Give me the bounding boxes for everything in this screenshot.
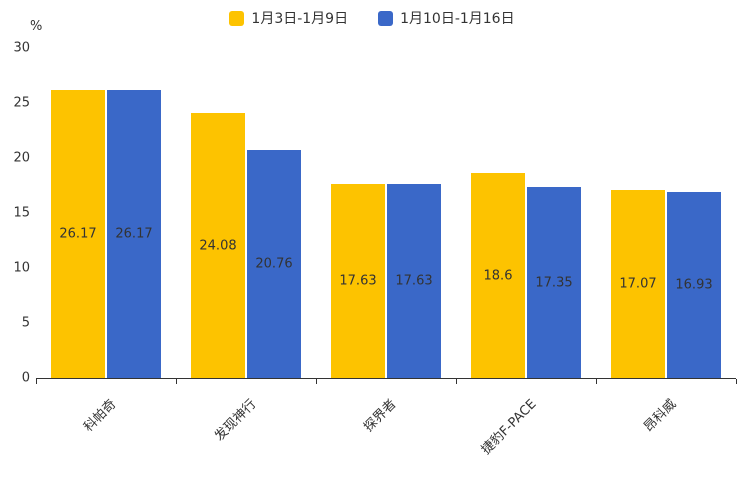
- bar-series0-昂科威: 17.07: [611, 190, 665, 378]
- bar-series1-科帕奇: 26.17: [107, 90, 161, 378]
- x-axis-category-label: 探界者: [361, 396, 400, 436]
- legend-item-week2[interactable]: 1月10日-1月16日: [378, 8, 515, 28]
- y-axis-tick-label: 25: [13, 95, 30, 111]
- bar-value-label: 17.07: [619, 276, 657, 292]
- x-axis-category-label: 捷豹F-PACE: [478, 396, 540, 458]
- bar-series0-探界者: 17.63: [331, 184, 385, 378]
- y-axis-tick-label: 20: [13, 150, 30, 166]
- bar-value-label: 17.63: [395, 273, 433, 289]
- legend: 1月3日-1月9日 1月10日-1月16日: [0, 8, 744, 28]
- bar-value-label: 26.17: [59, 226, 97, 242]
- x-axis-tick: [736, 379, 737, 384]
- x-axis-category-label: 发现神行: [212, 396, 260, 445]
- legend-item-week1[interactable]: 1月3日-1月9日: [229, 8, 348, 28]
- x-axis-line: [36, 378, 737, 384]
- bar-value-label: 16.93: [675, 277, 713, 293]
- y-axis-tick-label: 15: [13, 205, 30, 221]
- x-axis-tick: [316, 379, 317, 384]
- bar-series1-昂科威: 16.93: [667, 191, 721, 378]
- y-axis-tick-label: 10: [13, 260, 30, 276]
- legend-swatch-yellow: [229, 10, 245, 26]
- x-axis-tick: [36, 379, 37, 384]
- bar-series0-捷豹F-PACE: 18.6: [471, 173, 525, 378]
- x-axis-tick: [596, 379, 597, 384]
- x-axis-category-labels: 科帕奇 发现神行 探界者 捷豹F-PACE 昂科威: [36, 386, 736, 486]
- y-axis-unit-label: %: [30, 19, 43, 34]
- y-axis-tick-label: 5: [21, 315, 30, 331]
- y-axis-tick-labels: 0 5 10 15 20 25 30: [0, 41, 30, 386]
- plot-area: 26.17 24.08 17.63 18.6 17.07 26.17 20.76 17.63 1…: [36, 48, 736, 378]
- bar-series1-发现神行: 20.76: [247, 149, 301, 378]
- bar-value-label: 17.35: [535, 275, 573, 291]
- x-axis-tick: [456, 379, 457, 384]
- bar-value-label: 26.17: [115, 226, 153, 242]
- bar-value-label: 18.6: [483, 268, 513, 284]
- bar-value-label: 20.76: [255, 256, 293, 272]
- y-axis-tick-label: 30: [13, 40, 30, 56]
- bar-series0-科帕奇: 26.17: [51, 90, 105, 378]
- bar-series0-发现神行: 24.08: [191, 113, 245, 378]
- legend-label-week2: 1月10日-1月16日: [400, 11, 515, 27]
- bar-series1-探界者: 17.63: [387, 184, 441, 378]
- legend-swatch-blue: [378, 10, 394, 26]
- legend-label-week1: 1月3日-1月9日: [251, 11, 349, 27]
- y-axis-tick-label: 0: [21, 370, 30, 386]
- x-axis-category-label: 科帕奇: [81, 396, 120, 436]
- x-axis-tick: [176, 379, 177, 384]
- bar-value-label: 17.63: [339, 273, 377, 289]
- bar-series1-捷豹F-PACE: 17.35: [527, 187, 581, 378]
- bar-value-label: 24.08: [199, 238, 237, 254]
- x-axis-category-label: 昂科威: [641, 396, 680, 436]
